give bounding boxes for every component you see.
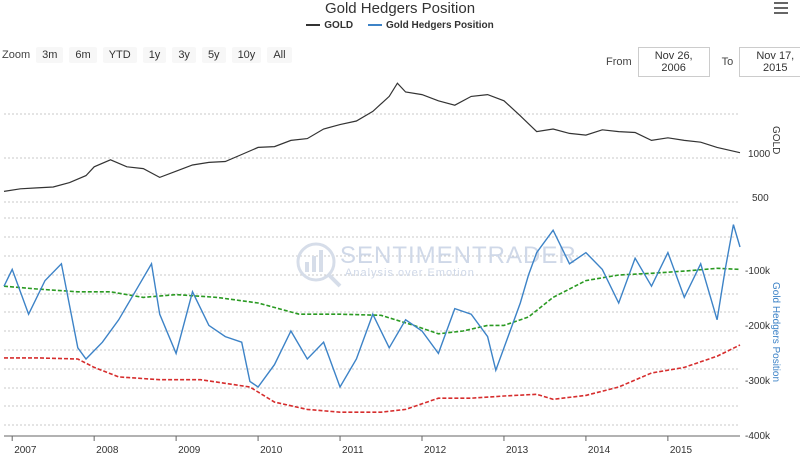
zoom-1y-button[interactable]: 1y	[142, 47, 167, 63]
watermark-tagline: Analysis over Emotion	[345, 267, 475, 279]
zoom-6m-button[interactable]: 6m	[69, 47, 97, 63]
legend-item-gold[interactable]: GOLD	[306, 20, 353, 31]
watermark-bar-1	[305, 262, 309, 272]
x-tick-label-2007: 2007	[14, 445, 37, 456]
watermark-magnifier-icon	[296, 242, 336, 282]
x-tick-label-2013: 2013	[506, 445, 529, 456]
hedgers-axis-label-100k: -100k	[745, 266, 771, 277]
range-selector: From Nov 26, 2006 To Nov 17, 2015	[606, 47, 800, 77]
legend-item-hedgers[interactable]: Gold Hedgers Position	[367, 20, 494, 31]
chart-menu-icon[interactable]	[774, 2, 788, 14]
zoom-ytd-button[interactable]: YTD	[102, 47, 137, 63]
zoom-3m-button[interactable]: 3m	[36, 47, 64, 63]
watermark-name: SENTIMENTRADER	[340, 242, 577, 269]
x-axis-ticks: 2007 2008 2009 2010 2011 2012 2013 2014 2015	[11, 436, 693, 456]
hedgers-axis-label-400k: -400k	[745, 431, 771, 442]
hedgers-lower-band-line	[4, 344, 741, 414]
gold-axis-label-500: 500	[752, 193, 769, 204]
legend-swatch-hedgers	[367, 24, 382, 27]
gold-series-line	[3, 82, 741, 192]
legend: GOLD Gold Hedgers Position	[0, 20, 800, 31]
range-from-label: From	[606, 56, 632, 68]
hedgers-axis-label-200k: -200k	[745, 321, 771, 332]
zoom-5y-button[interactable]: 5y	[201, 47, 226, 63]
watermark-bar-2	[312, 256, 316, 272]
hedgers-axis-label-300k: -300k	[745, 376, 771, 387]
zoom-label: Zoom	[2, 49, 31, 61]
hedgers-series-line	[3, 224, 741, 389]
gold-axis-title: GOLD	[770, 126, 781, 154]
legend-label-gold: GOLD	[324, 20, 354, 31]
watermark-magnifier-handle	[327, 273, 342, 288]
x-tick-label-2011: 2011	[342, 445, 364, 456]
x-tick-label-2009: 2009	[178, 445, 201, 456]
zoom-all-button[interactable]: All	[267, 47, 292, 63]
x-tick-label-2012: 2012	[424, 445, 447, 456]
zoom-10y-button[interactable]: 10y	[231, 47, 262, 63]
gold-gridlines	[4, 113, 740, 203]
x-tick-label-2008: 2008	[96, 445, 119, 456]
hedgers-axis-title: Gold Hedgers Position	[770, 282, 781, 382]
x-tick-label-2015: 2015	[670, 445, 693, 456]
watermark-bar-3	[319, 250, 323, 272]
x-tick-label-2010: 2010	[260, 445, 283, 456]
gold-axis-label-1000: 1000	[748, 149, 771, 160]
legend-swatch-gold	[306, 24, 321, 27]
hedgers-average-line	[3, 267, 741, 335]
zoom-bar: Zoom 3m 6m YTD 1y 3y 5y 10y All	[2, 47, 298, 63]
zoom-3y-button[interactable]: 3y	[172, 47, 196, 63]
range-to-input[interactable]: Nov 17, 2015	[739, 47, 800, 77]
watermark: SENTIMENTRADER Analysis over Emotion	[296, 242, 577, 288]
range-to-label: To	[721, 56, 734, 68]
legend-label-hedgers: Gold Hedgers Position	[385, 20, 494, 31]
chart-title: Gold Hedgers Position	[324, 0, 476, 17]
range-from-input[interactable]: Nov 26, 2006	[637, 47, 710, 77]
x-tick-label-2014: 2014	[588, 445, 611, 456]
